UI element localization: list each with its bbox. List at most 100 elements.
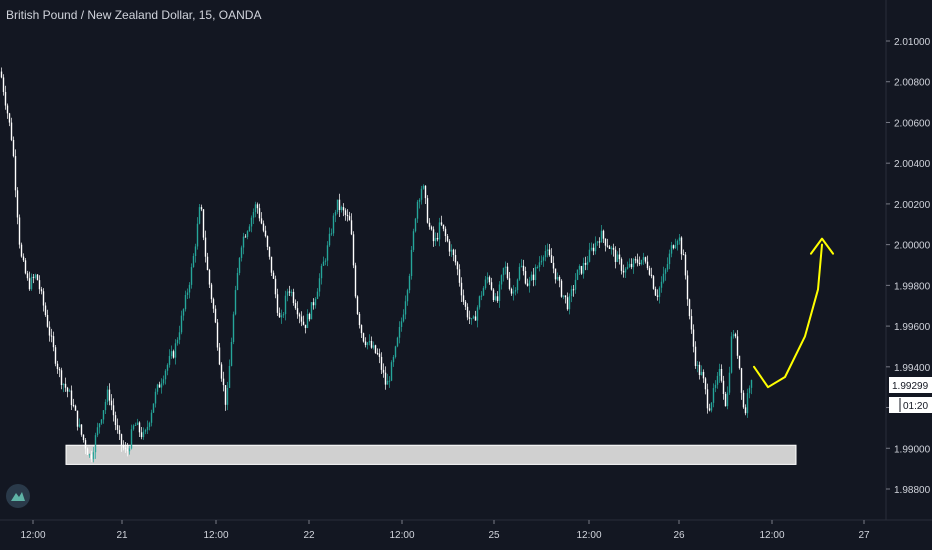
candle-body [14, 156, 17, 191]
candle-body [552, 262, 555, 269]
candle-body [156, 384, 159, 392]
candle-body [228, 365, 231, 388]
candle-body [400, 321, 403, 327]
candle-body [10, 122, 13, 140]
candle-body [102, 410, 105, 420]
candle-body [738, 355, 741, 369]
candle-body [234, 290, 237, 315]
candle-body [466, 306, 469, 318]
candle-body [46, 314, 49, 327]
candle-body [112, 405, 115, 416]
candle-body [40, 289, 43, 292]
candle-body [224, 385, 227, 405]
candle-body [464, 301, 467, 307]
candle-body [204, 237, 207, 257]
candle-body [522, 265, 525, 272]
candle-body [332, 215, 335, 234]
candle-body [198, 207, 201, 224]
candle-body [168, 355, 171, 365]
x-tick-label: 12:00 [203, 530, 228, 541]
candle-body [626, 266, 629, 269]
candle-body [622, 270, 625, 273]
x-tick-label: 26 [673, 530, 685, 541]
current-price-label: 1.99299 [892, 381, 929, 392]
candle-body [244, 236, 247, 238]
candle-body [258, 208, 261, 219]
candle-body [130, 429, 133, 449]
candle-body [212, 299, 215, 309]
candle-body [596, 241, 599, 243]
candle-body [150, 412, 153, 423]
tradingview-logo-icon[interactable] [6, 484, 30, 508]
candle-body [410, 249, 413, 277]
candle-body [232, 314, 235, 342]
candle-body [80, 424, 83, 435]
candle-body [450, 249, 453, 252]
candle-body [240, 247, 243, 258]
candle-body [634, 259, 637, 261]
candle-body [726, 392, 729, 407]
candle-body [632, 259, 635, 268]
candle-body [480, 295, 483, 297]
x-tick-label: 25 [488, 530, 500, 541]
candle-body [8, 113, 11, 123]
candle-body [716, 375, 719, 385]
candle-body [344, 210, 347, 216]
candle-body [516, 279, 519, 291]
candle-body [296, 308, 299, 315]
candle-body [750, 380, 753, 388]
candle-body [246, 231, 249, 237]
candle-body [366, 342, 369, 346]
candle-body [308, 313, 311, 320]
candle-body [528, 280, 531, 286]
y-tick-label: 2.00000 [894, 241, 931, 252]
candle-body [70, 390, 73, 406]
candle-body [568, 296, 571, 310]
candle-body [556, 276, 559, 280]
candle-body [536, 267, 539, 269]
candle-body [628, 263, 631, 267]
candle-body [602, 230, 605, 239]
candle-body [216, 322, 219, 348]
candle-body [618, 254, 621, 260]
candle-body [454, 255, 457, 263]
candle-body [114, 415, 117, 426]
candle-body [612, 247, 615, 250]
candle-body [288, 291, 291, 293]
candle-body [508, 278, 511, 289]
candle-body [550, 255, 553, 263]
candle-body [570, 289, 573, 297]
candle-body [334, 212, 337, 216]
candle-body [512, 291, 515, 294]
candle-body [330, 233, 333, 235]
candle-body [176, 339, 179, 344]
candle-body [0, 71, 3, 78]
candle-body [76, 410, 79, 427]
candle-body [178, 332, 181, 340]
candle-body [24, 260, 27, 274]
candle-body [280, 315, 283, 318]
candle-body [314, 298, 317, 306]
candle-body [658, 287, 661, 297]
candle-body [272, 272, 275, 279]
candle-body [680, 237, 683, 255]
candle-body [534, 267, 537, 281]
candle-body [692, 329, 695, 347]
candle-body [38, 280, 41, 290]
candle-body [470, 318, 473, 320]
candle-body [138, 422, 141, 433]
candle-body [478, 296, 481, 308]
candle-body [164, 370, 167, 380]
candle-body [270, 256, 273, 273]
candle-body [422, 185, 425, 189]
chart-title: British Pound / New Zealand Dollar, 15, … [6, 8, 262, 22]
candle-body [688, 299, 691, 317]
candle-body [152, 403, 155, 413]
candle-body [118, 429, 121, 435]
candle-body [546, 249, 549, 252]
candle-body [4, 91, 7, 106]
candle-body [376, 353, 379, 355]
candle-body [652, 276, 655, 289]
candle-body [476, 307, 479, 321]
